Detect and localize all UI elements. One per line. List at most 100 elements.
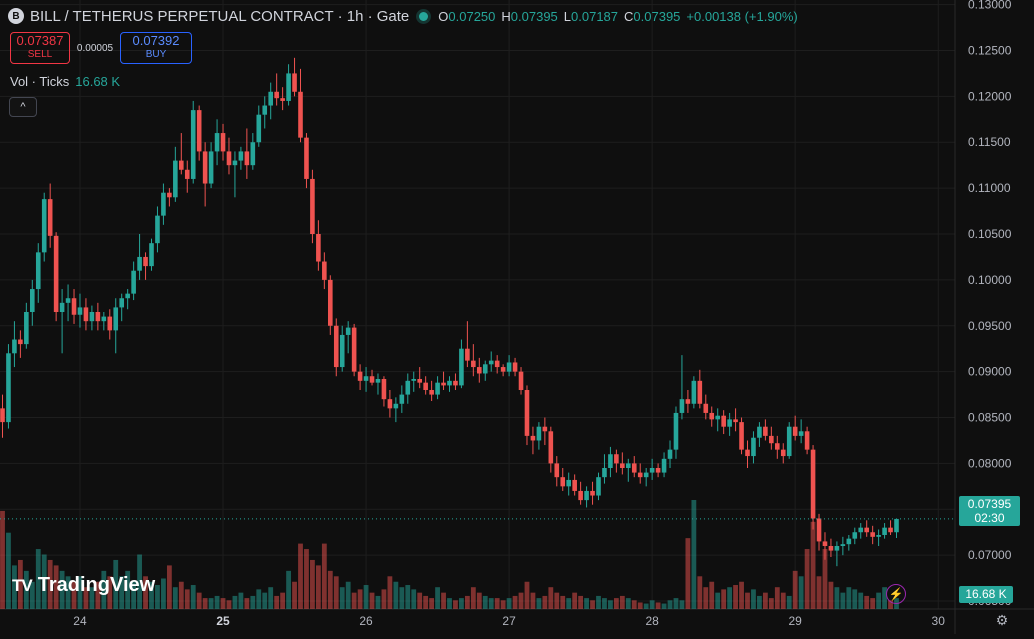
volume-bar (876, 592, 882, 609)
volume-bar (113, 559, 119, 609)
volume-bar (482, 595, 488, 609)
candle-body (769, 435, 774, 444)
candle-body (757, 426, 762, 438)
candle-body (447, 380, 452, 386)
sell-button[interactable]: 0.07387 SELL (10, 32, 70, 64)
volume-bar (256, 589, 262, 609)
candle-body (53, 235, 59, 312)
candle-body (363, 376, 369, 381)
candle-body (0, 408, 5, 423)
volume-bar (560, 595, 566, 609)
candle-body (375, 378, 381, 383)
volume-bar (786, 595, 792, 609)
buy-label: BUY (145, 49, 167, 60)
volume-bar (369, 592, 375, 609)
volume-bar (292, 581, 297, 609)
candle-body (125, 293, 130, 299)
volume-bar (715, 592, 721, 609)
volume-bar (298, 543, 303, 609)
volume-bar (59, 570, 65, 609)
candle-body (858, 527, 864, 533)
collapse-glyph: ^ (20, 101, 26, 113)
volume-legend-label: Vol · Ticks (10, 74, 70, 89)
candle-body (846, 538, 852, 545)
candle-body (322, 261, 327, 280)
candle-body (488, 360, 494, 365)
candle-body (852, 532, 858, 539)
candle-body (655, 468, 661, 473)
candle-body (12, 339, 17, 354)
volume-bar (178, 581, 184, 609)
candle-body (566, 479, 571, 487)
candle-body (310, 178, 315, 234)
volume-bar (393, 581, 399, 609)
chart-title[interactable]: BILL / TETHERUS PERPETUAL CONTRACT · 1h … (30, 7, 410, 25)
volume-bar (739, 581, 744, 609)
volume-bar (768, 598, 774, 609)
candle-body (244, 151, 250, 166)
gear-icon[interactable]: ⚙ (995, 611, 1009, 628)
tradingview-mark-icon: TV (12, 575, 33, 595)
trade-panel: 0.07387 SELL 0.00005 0.07392 BUY (10, 32, 192, 64)
candle-body (536, 426, 542, 441)
volume-bar (232, 595, 238, 609)
volume-bar (35, 549, 41, 609)
volume-bar (608, 600, 613, 609)
candle-body (745, 449, 750, 457)
last-price: 0.07395 (967, 497, 1012, 511)
volume-bar (47, 559, 53, 609)
candle-body (477, 367, 482, 374)
volume-bar (89, 587, 95, 609)
volume-bar (667, 600, 673, 609)
volume-bar (709, 581, 715, 609)
x-tick-label: 29 (789, 614, 803, 628)
candle-body (620, 463, 625, 468)
volume-bar (655, 602, 661, 609)
volume-bar (77, 576, 83, 609)
candle-body (161, 192, 166, 216)
volume-bar (71, 581, 77, 609)
candle-body (739, 422, 744, 450)
lightning-icon[interactable]: ⚡ (886, 584, 906, 604)
candle-body (393, 403, 399, 409)
volume-bar (315, 565, 321, 609)
candle-body (167, 192, 172, 198)
spread-value: 0.00005 (76, 42, 114, 54)
candle-body (119, 298, 124, 308)
volume-bar (745, 592, 750, 609)
candle-body (316, 234, 321, 262)
chevron-up-icon[interactable]: ^ (9, 97, 37, 117)
volume-bar (375, 595, 381, 609)
candle-body (328, 279, 333, 326)
x-tick-label: 24 (73, 614, 87, 628)
candle-body (35, 252, 41, 290)
candle-body (387, 399, 393, 409)
sell-price: 0.07387 (16, 33, 64, 48)
volume-bar (834, 587, 840, 609)
x-tick-label: 30 (932, 614, 946, 628)
volume-legend[interactable]: Vol · Ticks 16.68 K (10, 74, 120, 89)
candle-body (614, 454, 619, 464)
candle-body (83, 307, 89, 322)
volume-bar (214, 595, 220, 609)
live-dot-icon (419, 11, 429, 21)
buy-button[interactable]: 0.07392 BUY (120, 32, 192, 64)
ohlc-close-label: C (624, 8, 634, 24)
candle-body (6, 353, 11, 423)
buy-price: 0.07392 (132, 33, 180, 48)
volume-bar (721, 589, 727, 609)
volume-bar (524, 581, 530, 609)
candle-body (631, 463, 637, 473)
volume-bar (792, 570, 798, 609)
volume-tag: 16.68 K (959, 586, 1013, 603)
volume-bar (6, 532, 11, 609)
candle-body (494, 360, 500, 368)
volume-bar (697, 576, 703, 609)
volume-bar (727, 587, 733, 609)
candle-body (149, 243, 154, 267)
candle-body (816, 518, 822, 542)
chart-header: B BILL / TETHERUS PERPETUAL CONTRACT · 1… (8, 6, 798, 26)
tradingview-logo[interactable]: TV TradingView (12, 574, 155, 597)
